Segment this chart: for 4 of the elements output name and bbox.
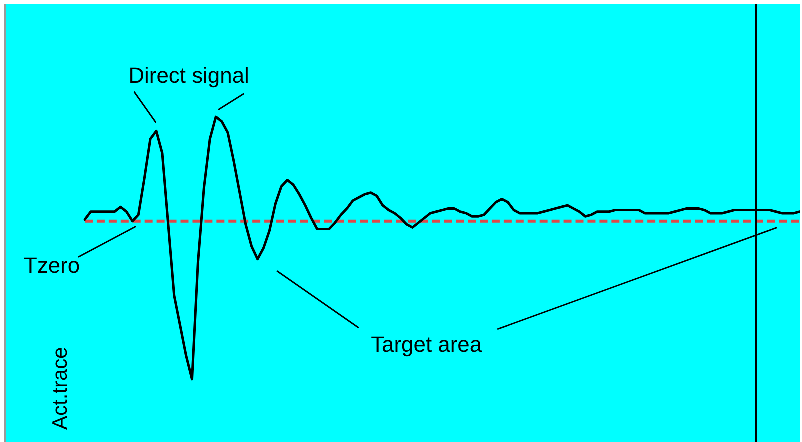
text: Direct signal xyxy=(128,63,250,88)
annotation: Target area xyxy=(371,332,483,358)
y-axis-title: Act.trace xyxy=(49,347,72,430)
text: Tzero xyxy=(24,253,80,278)
